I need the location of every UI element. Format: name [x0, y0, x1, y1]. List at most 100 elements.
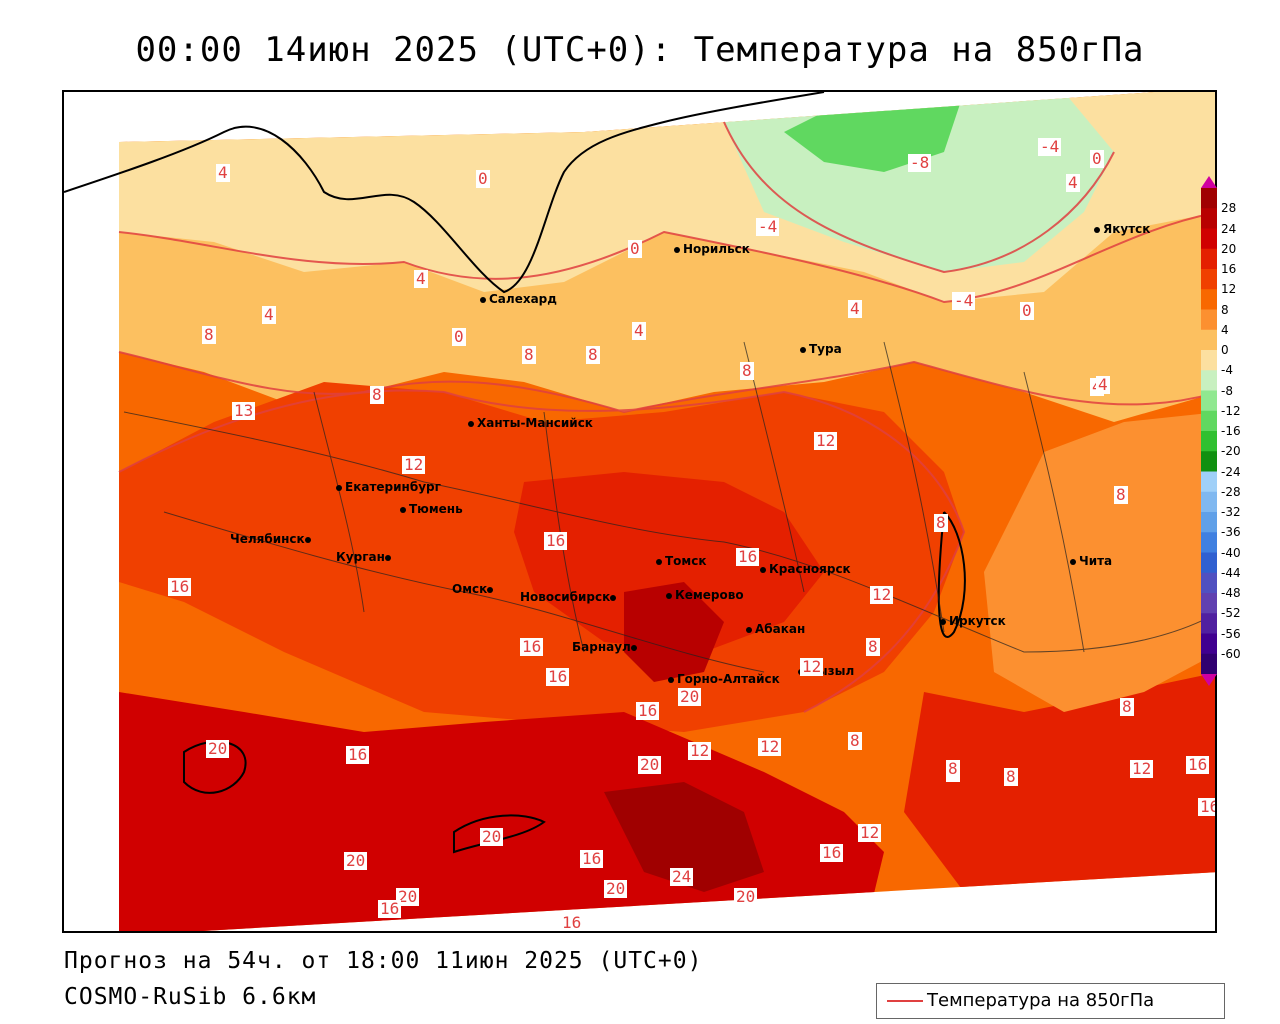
contour-label: 0	[476, 169, 490, 188]
city-dot	[468, 420, 474, 427]
city-novosibirsk: Новосибирск	[520, 590, 619, 604]
city-khanty-mansiysk: Ханты-Мансийск	[468, 416, 593, 430]
temp-east-4-8-zone	[984, 412, 1215, 712]
city-irkutsk: Иркутск	[940, 614, 1006, 628]
colorbar-swatch	[1201, 390, 1217, 412]
contour-label: 8	[934, 513, 948, 532]
contour-label: 12	[800, 657, 824, 676]
city-yakutsk: Якутск	[1094, 222, 1150, 236]
contour-label: -8	[908, 153, 932, 172]
chart-title: 00:00 14июн 2025 (UTC+0): Температура на…	[135, 30, 1145, 70]
contour-label: -4	[756, 217, 780, 236]
city-kurgan: Курган	[336, 550, 394, 564]
city-dot	[384, 554, 391, 561]
city-tomsk: Томск	[656, 554, 707, 568]
city-chelyabinsk: Челябинск	[230, 532, 314, 546]
legend-line-swatch	[887, 1000, 923, 1002]
city-label: Красноярск	[769, 562, 851, 576]
contour-label: 8	[740, 361, 754, 380]
contour-label: 20	[604, 879, 628, 898]
colorbar-swatch	[1201, 572, 1217, 594]
colorbar-swatch	[1201, 532, 1217, 553]
contour-label: 16	[736, 547, 760, 566]
contour-label: 8	[1120, 697, 1134, 716]
colorbar-tick-label: 24	[1221, 221, 1237, 236]
city-norilsk: Норильск	[674, 242, 750, 256]
colorbar-swatch	[1201, 410, 1217, 432]
colorbar-tick-label: -36	[1221, 525, 1241, 540]
colorbar-swatch	[1201, 370, 1217, 391]
contour-label: 16	[168, 577, 192, 596]
city-salekhard: Салехард	[480, 292, 557, 306]
contour-label: 4	[632, 321, 646, 340]
colorbar-swatch	[1201, 269, 1217, 290]
contour-label: 4	[414, 269, 428, 288]
colorbar-swatch	[1201, 188, 1217, 209]
colorbar-tick-label: -40	[1221, 545, 1241, 560]
city-label: Норильск	[683, 242, 750, 256]
colorbar-tick-label: -24	[1221, 464, 1241, 479]
colorbar-tick-label: -48	[1221, 586, 1241, 600]
colorbar-tick-label: 8	[1221, 302, 1229, 317]
colorbar-swatch	[1201, 613, 1217, 634]
contour-label: 16	[378, 899, 402, 918]
contour-label: -4	[952, 291, 976, 310]
contour-label: 16	[346, 745, 370, 764]
colorbar-min-arrow	[1201, 674, 1217, 686]
contour-label: 16	[636, 701, 660, 720]
city-dot	[336, 484, 342, 491]
contour-label: 20	[480, 827, 504, 846]
contour-label: 20	[206, 739, 230, 758]
city-kemerovo: Кемерово	[666, 588, 744, 602]
colorbar-tick-label: -60	[1221, 646, 1241, 661]
city-dot	[487, 586, 494, 593]
contour-label: 0	[628, 239, 642, 258]
city-label: Чита	[1079, 554, 1113, 568]
temp-east-16-zone	[904, 672, 1215, 892]
colorbar-tick-label: -28	[1221, 484, 1241, 499]
colorbar-swatch	[1201, 208, 1217, 229]
contour-label: 0	[1090, 149, 1104, 168]
city-label: Кемерово	[675, 588, 744, 602]
colorbar-tick-label: 16	[1221, 262, 1237, 276]
colorbar-swatch	[1201, 593, 1217, 614]
city-label: Новосибирск	[520, 590, 611, 604]
contour-label: 16	[580, 849, 604, 868]
colorbar-tick-label: -8	[1221, 383, 1233, 398]
contour-label: 8	[1114, 485, 1128, 504]
colorbar-swatch	[1201, 431, 1217, 452]
colorbar-tick-label: 4	[1221, 322, 1229, 337]
city-dot	[656, 558, 662, 565]
colorbar-swatch	[1201, 248, 1217, 270]
contour-label: 20	[678, 687, 702, 706]
city-dot	[800, 346, 806, 353]
contour-label: 12	[814, 431, 838, 450]
colorbar-tick-label: 0	[1221, 343, 1229, 357]
city-label: Салехард	[489, 292, 557, 306]
contour-label: 4	[1066, 173, 1080, 192]
contour-label: 4	[1096, 375, 1110, 394]
contour-label: 20	[396, 887, 420, 906]
colorbar-tick-label: -4	[1221, 363, 1233, 378]
city-label: Ханты-Мансийск	[477, 416, 593, 430]
contour-label: 16	[546, 667, 570, 686]
city-dot	[480, 296, 486, 303]
contour-label: 8	[202, 325, 216, 344]
contour-label: 4	[216, 163, 230, 182]
colorbar-swatch	[1201, 289, 1217, 310]
colorbar-swatch	[1201, 512, 1217, 533]
legend: Температура на 850гПа	[876, 983, 1225, 1019]
model-name: COSMO-RuSib 6.6км	[64, 984, 317, 1010]
colorbar-swatch	[1201, 471, 1217, 493]
city-label: Тюмень	[409, 502, 463, 516]
colorbar-swatch	[1201, 451, 1217, 472]
colorbar-swatch	[1201, 633, 1217, 655]
contour-label: 16	[1186, 755, 1210, 774]
contour-label: 16	[544, 531, 568, 550]
city-label: Абакан	[755, 622, 806, 636]
contour-label: -4	[1038, 137, 1062, 156]
contour-label: 16	[1198, 798, 1215, 816]
colorbar-swatch	[1201, 228, 1217, 250]
city-label: Екатеринбург	[345, 480, 441, 494]
city-label: Тура	[809, 342, 842, 356]
